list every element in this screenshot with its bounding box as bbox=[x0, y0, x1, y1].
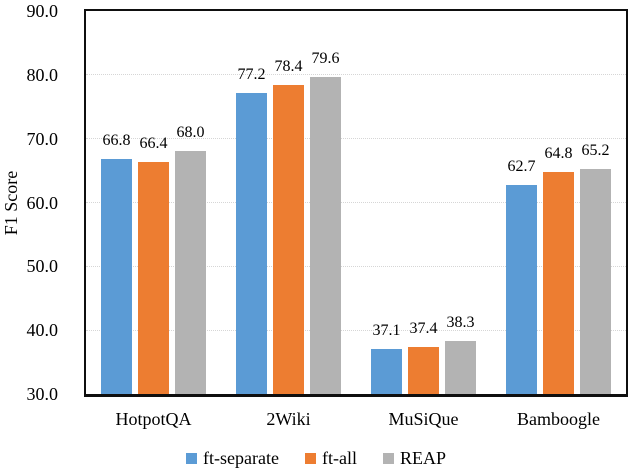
data-label-reap-2wiki: 79.6 bbox=[311, 50, 340, 68]
bar-ft-all-2wiki bbox=[273, 85, 304, 394]
bar-ft-separate-2wiki bbox=[236, 92, 267, 394]
y-tick-label-40: 40.0 bbox=[26, 320, 59, 341]
x-category-label-bamboogle: Bamboogle bbox=[517, 409, 600, 429]
y-tick-label-90: 90.0 bbox=[26, 1, 59, 21]
bar-ft-separate-bamboogle bbox=[506, 185, 537, 394]
data-label-ft-all-2wiki: 78.4 bbox=[274, 58, 303, 76]
legend-swatch-icon bbox=[382, 452, 394, 464]
data-label-ft-separate-hotpotqa: 66.8 bbox=[102, 132, 131, 150]
legend-item-ft-separate: ft-separate bbox=[186, 446, 279, 470]
y-tick-label-60: 60.0 bbox=[26, 192, 59, 213]
y-tick-label-50: 50.0 bbox=[26, 256, 59, 277]
x-category-label-musique: MuSiQue bbox=[388, 409, 459, 429]
legend-label: REAP bbox=[399, 448, 446, 468]
bar-reap-bamboogle bbox=[580, 169, 611, 394]
data-label-reap-bamboogle: 65.2 bbox=[581, 142, 610, 160]
legend-swatch-icon bbox=[304, 452, 316, 464]
data-label-ft-all-musique: 37.4 bbox=[409, 319, 438, 337]
legend-label: ft-separate bbox=[203, 448, 279, 468]
bar-ft-separate-hotpotqa bbox=[101, 159, 132, 394]
bar-ft-all-musique bbox=[408, 346, 439, 394]
y-tick-label-30: 30.0 bbox=[26, 384, 59, 404]
legend: ft-separate ft-all REAP bbox=[0, 446, 632, 470]
bar-reap-hotpotqa bbox=[175, 151, 206, 394]
gridline-70 bbox=[86, 138, 626, 140]
bar-ft-all-bamboogle bbox=[543, 171, 574, 394]
legend-item-reap: REAP bbox=[382, 446, 446, 470]
data-label-ft-all-hotpotqa: 66.4 bbox=[139, 134, 168, 152]
data-label-reap-musique: 38.3 bbox=[446, 314, 475, 332]
bar-ft-all-hotpotqa bbox=[138, 161, 169, 394]
bar-reap-musique bbox=[445, 341, 476, 394]
data-label-ft-separate-musique: 37.1 bbox=[372, 321, 401, 339]
gridline-40 bbox=[86, 329, 626, 331]
bar-reap-2wiki bbox=[310, 77, 341, 394]
plot-area: 66.8 66.4 68.0 77.2 78.4 79.6 37.1 37.4 38.3 62.7… bbox=[84, 9, 628, 397]
bar-ft-separate-musique bbox=[371, 348, 402, 394]
data-label-ft-separate-2wiki: 77.2 bbox=[237, 65, 266, 83]
gridline-50 bbox=[86, 265, 626, 267]
gridline-80 bbox=[86, 74, 626, 76]
y-tick-label-70: 70.0 bbox=[26, 128, 59, 149]
data-label-reap-hotpotqa: 68.0 bbox=[176, 124, 205, 142]
legend-label: ft-all bbox=[321, 448, 357, 468]
legend-swatch-icon bbox=[186, 452, 198, 464]
gridline-60 bbox=[86, 202, 626, 203]
x-category-label-hotpotqa: HotpotQA bbox=[115, 409, 192, 429]
data-label-ft-separate-bamboogle: 62.7 bbox=[507, 158, 536, 176]
y-tick-label-80: 80.0 bbox=[26, 64, 59, 85]
data-label-ft-all-bamboogle: 64.8 bbox=[544, 144, 573, 162]
legend-item-ft-all: ft-all bbox=[304, 446, 357, 470]
x-category-label-2wiki: 2Wiki bbox=[266, 409, 311, 429]
